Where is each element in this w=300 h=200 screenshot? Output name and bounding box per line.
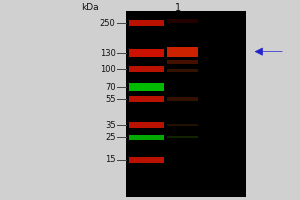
Text: 70: 70 [105, 83, 116, 92]
Bar [167, 47, 198, 57]
Bar [167, 136, 198, 138]
Bar [129, 83, 164, 91]
Bar [129, 96, 164, 102]
Bar [167, 60, 198, 64]
Bar [167, 97, 198, 101]
Text: kDa: kDa [81, 3, 99, 12]
Bar [129, 66, 164, 72]
Text: 250: 250 [100, 19, 116, 27]
Bar [129, 135, 164, 140]
Bar [129, 122, 164, 128]
Text: 130: 130 [100, 48, 116, 58]
Bar [167, 68, 198, 72]
Bar [129, 49, 164, 57]
Text: 1: 1 [176, 3, 182, 13]
Text: 100: 100 [100, 64, 116, 73]
Text: 35: 35 [105, 120, 116, 130]
Bar [129, 20, 164, 26]
Bar [129, 157, 164, 163]
Bar [126, 11, 246, 197]
Text: 15: 15 [105, 156, 116, 164]
Bar [167, 124, 198, 126]
Bar [167, 19, 198, 23]
Text: 55: 55 [105, 95, 116, 104]
Text: 25: 25 [105, 133, 116, 142]
